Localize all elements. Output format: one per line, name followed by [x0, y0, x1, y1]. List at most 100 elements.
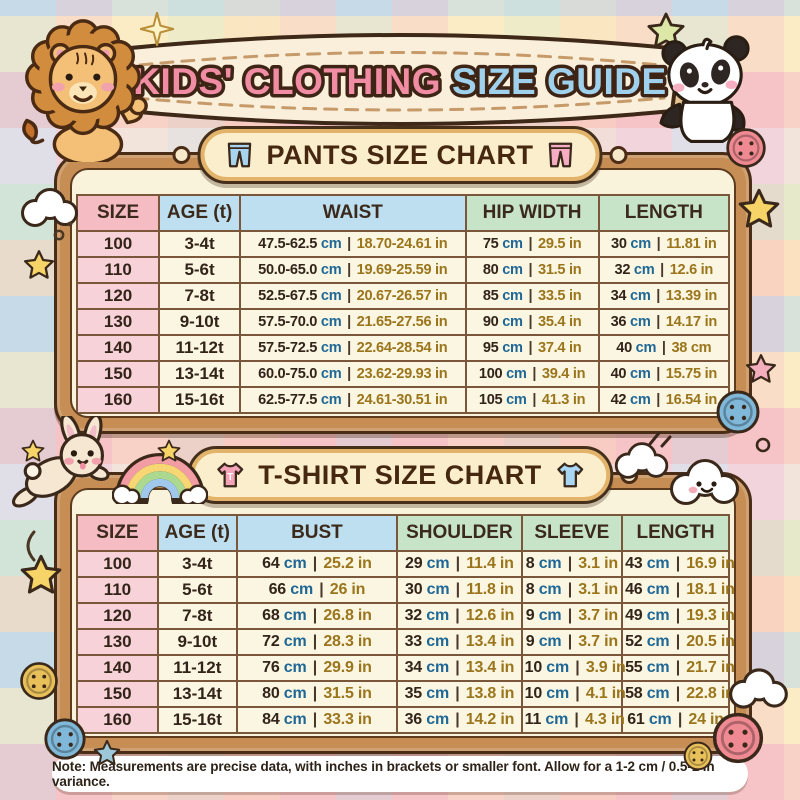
- age-cell: 11-12t: [158, 334, 241, 362]
- cloud-decoration: [614, 442, 669, 479]
- separator: |: [524, 314, 536, 330]
- tshirt-chart-title: T-SHIRT SIZE CHART: [258, 459, 542, 490]
- imperial-value: 22.8 in: [686, 685, 735, 702]
- imperial-value: 14.2 in: [465, 711, 515, 728]
- panda-mascot: [659, 35, 750, 143]
- age-cell: 15-16t: [158, 386, 241, 414]
- tshirt-chart-plaque: T T-SHIRT SIZE CHART: [162, 446, 638, 504]
- metric-unit: cm: [279, 555, 307, 572]
- column-header-length: LENGTH: [597, 194, 731, 232]
- metric-value: 40: [610, 366, 627, 382]
- measure-cell: 95 cm | 37.4 in: [464, 334, 600, 362]
- metric-value: 57.5-72.5: [258, 340, 318, 356]
- metric-unit: cm: [279, 633, 307, 650]
- age-cell: 5-6t: [156, 576, 238, 604]
- table-row: 130 9-10t 57.5-70.0 cm | 21.65-27.56 in 90 …: [75, 308, 731, 336]
- metric-value: 43: [625, 555, 643, 572]
- measure-cell: 76 cm | 29.9 in: [235, 654, 399, 682]
- pants-chart-title: PANTS SIZE CHART: [266, 139, 534, 170]
- tshirt-blue-icon: [556, 462, 583, 488]
- age-cell: 3-4t: [156, 550, 238, 578]
- metric-unit: cm: [422, 711, 449, 728]
- table-row: 140 11-12t 57.5-72.5 cm | 22.64-28.54 in 95…: [75, 334, 731, 362]
- metric-value: 61: [627, 711, 645, 728]
- measure-cell: 8 cm | 3.1 in: [520, 576, 624, 604]
- separator: |: [652, 366, 664, 382]
- metric-unit: cm: [626, 366, 651, 382]
- measure-cell: 40 cm | 15.75 in: [597, 360, 731, 388]
- metric-unit: cm: [642, 633, 670, 650]
- measure-cell: 80 cm | 31.5 in: [464, 256, 600, 284]
- size-cell: 150: [76, 680, 159, 708]
- metric-unit: cm: [286, 581, 313, 598]
- separator: |: [450, 659, 464, 676]
- metric-value: 68: [262, 607, 280, 624]
- button-decoration: [716, 390, 760, 434]
- pants-pink-icon: [548, 142, 573, 168]
- table-row: 110 5-6t 50.0-65.0 cm | 19.69-25.59 in 80 c…: [75, 256, 731, 284]
- star-icon: [738, 188, 780, 228]
- metric-unit: cm: [422, 633, 449, 650]
- metric-unit: cm: [317, 340, 342, 356]
- separator: |: [308, 685, 322, 702]
- table-row: 160 15-16t 62.5-77.5 cm | 24.61-30.51 in 10…: [75, 386, 731, 414]
- imperial-value: 15.75 in: [665, 366, 717, 382]
- measure-cell: 100 cm | 39.4 in: [464, 360, 600, 388]
- star-icon: [93, 739, 121, 766]
- size-cell: 110: [75, 256, 161, 284]
- separator: |: [343, 262, 355, 278]
- metric-unit: cm: [498, 236, 523, 252]
- separator: |: [451, 581, 465, 598]
- metric-value: 34: [610, 288, 627, 304]
- imperial-value: 3.1 in: [578, 581, 618, 598]
- imperial-value: 4.1 in: [585, 685, 626, 702]
- measure-cell: 36 cm | 14.2 in: [396, 706, 523, 734]
- table-row: 150 13-14t 80 cm | 31.5 in 35 cm | 13.8 in 1…: [76, 680, 734, 708]
- measure-cell: 9 cm | 3.7 in: [520, 628, 624, 656]
- age-cell: 15-16t: [156, 706, 238, 734]
- metric-value: 47.5-62.5: [258, 236, 318, 252]
- measure-cell: 57.5-72.5 cm | 22.64-28.54 in: [238, 334, 467, 362]
- imperial-value: 37.4 in: [538, 340, 582, 356]
- imperial-value: 18.1 in: [686, 581, 735, 598]
- button-decoration: [726, 128, 766, 168]
- note-bar: Note: Measurements are precise data, wit…: [52, 756, 748, 792]
- table-row: 120 7-8t 52.5-67.5 cm | 20.67-26.57 in 85 c…: [75, 282, 731, 310]
- metric-unit: cm: [626, 288, 651, 304]
- metric-value: 36: [610, 314, 627, 330]
- metric-value: 105: [478, 392, 503, 408]
- separator: |: [563, 581, 577, 598]
- metric-value: 80: [482, 262, 499, 278]
- tshirt-pink-icon: T: [217, 462, 244, 488]
- measure-cell: 34 cm | 13.39 in: [597, 282, 731, 310]
- metric-unit: cm: [542, 659, 570, 676]
- ring-decoration: [755, 437, 771, 453]
- table-row: 110 5-6t 66 cm | 26 in 30 cm | 11.8 in 8 cm …: [76, 576, 734, 604]
- size-cell: 110: [76, 576, 159, 604]
- separator: |: [671, 633, 685, 650]
- metric-value: 32: [404, 607, 423, 624]
- title-banner: KIDS' CLOTHING SIZE GUIDE: [70, 33, 730, 126]
- metric-unit: cm: [422, 581, 450, 598]
- banner-title-pink: KIDS' CLOTHING: [133, 61, 441, 102]
- measure-cell: 58 cm | 22.8 in: [621, 680, 734, 708]
- measure-cell: 62.5-77.5 cm | 24.61-30.51 in: [238, 386, 467, 414]
- metric-value: 40: [616, 340, 632, 356]
- size-cell: 100: [76, 550, 159, 578]
- metric-value: 84: [262, 711, 280, 728]
- measure-cell: 68 cm | 26.8 in: [235, 602, 399, 630]
- separator: |: [308, 607, 322, 624]
- metric-value: 58: [625, 685, 643, 702]
- metric-value: 9: [525, 633, 535, 650]
- imperial-value: 16.9 in: [686, 555, 735, 572]
- imperial-value: 12.6 in: [669, 262, 714, 278]
- metric-unit: cm: [317, 314, 342, 330]
- measure-cell: 49 cm | 19.3 in: [621, 602, 734, 630]
- measure-cell: 40 cm | 38 cm: [597, 334, 731, 362]
- separator: |: [308, 555, 322, 572]
- metric-unit: cm: [422, 607, 449, 624]
- imperial-value: 3.9 in: [585, 659, 626, 676]
- metric-unit: cm: [422, 659, 449, 676]
- metric-unit: cm: [630, 262, 655, 278]
